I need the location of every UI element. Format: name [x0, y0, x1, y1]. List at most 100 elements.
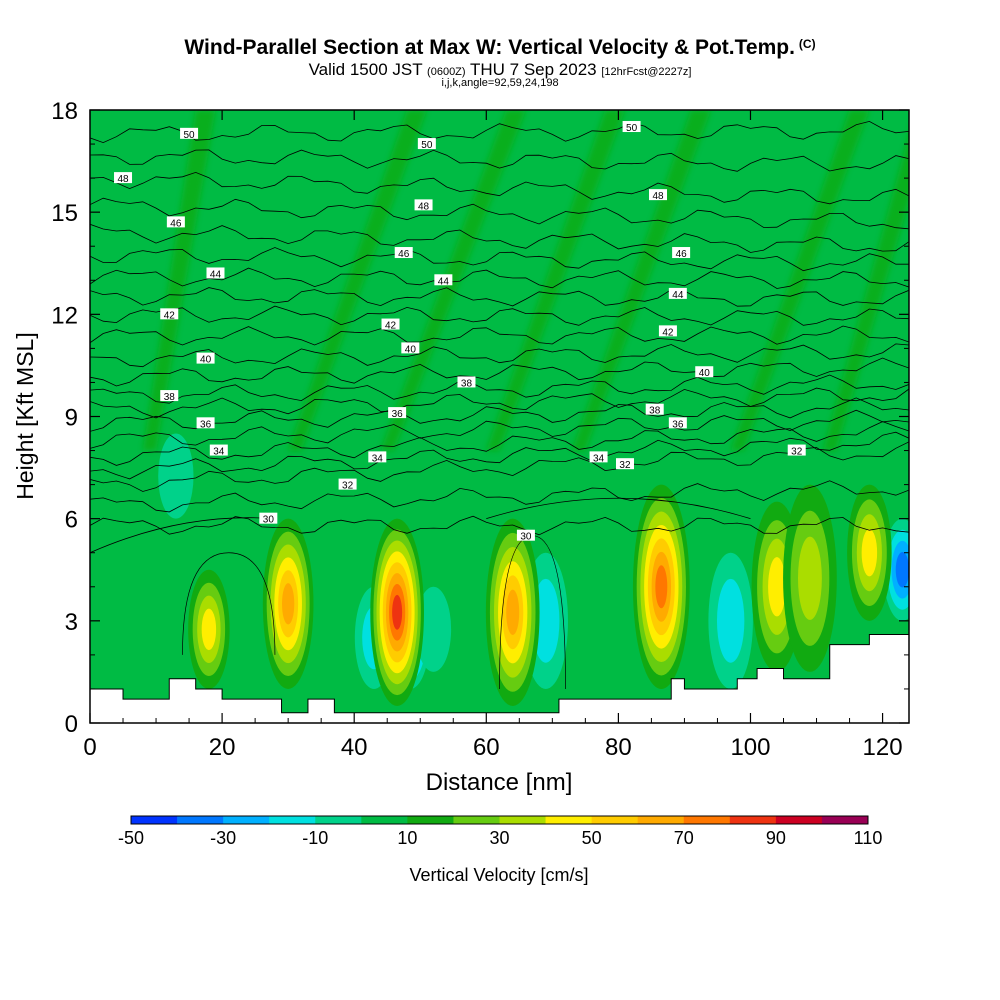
colorbar-tick-label: 110: [854, 828, 883, 848]
theta-label: 44: [206, 267, 225, 280]
updraft-streak: [486, 110, 625, 451]
theta-isoline: [90, 409, 909, 449]
colorbar-frame: [130, 815, 869, 825]
downdraft-core: [415, 586, 452, 672]
colorbar-swatch: [453, 816, 500, 824]
theta-label: 46: [672, 247, 691, 260]
updraft-core: [188, 569, 230, 689]
theta-label-text: 30: [263, 515, 275, 526]
theta-label: 34: [209, 444, 228, 458]
theta-label: 36: [196, 417, 215, 430]
theta-label-text: 40: [200, 355, 212, 366]
valid-prefix: Valid 1500 JST: [308, 60, 423, 79]
theta-label: 32: [615, 458, 634, 471]
y-tick-label: 3: [65, 609, 78, 636]
theta-label-text: 46: [170, 218, 182, 229]
y-tick-label: 12: [51, 302, 78, 329]
valid-date: THU 7 Sep 2023: [470, 60, 597, 79]
theta-label: 50: [180, 127, 199, 141]
theta-isoline: [90, 171, 909, 205]
colorbar: -50 -30 -10 10 30 50 70 90 110: [118, 815, 883, 848]
theta-label: 48: [649, 189, 668, 202]
theta-label-text: 50: [626, 123, 638, 134]
colorbar-swatch: [131, 816, 178, 824]
theta-label: 46: [166, 216, 185, 229]
updraft-core: [632, 484, 690, 689]
theta-label: 44: [668, 287, 687, 301]
theta-isoline: [90, 305, 909, 326]
theta-isoline: [90, 441, 909, 492]
theta-isoline: [90, 325, 909, 346]
theta-label: 36: [388, 407, 407, 420]
updraft-streak: [288, 110, 427, 451]
theta-label: 42: [658, 325, 677, 338]
theta-label: 34: [368, 451, 387, 464]
chart-title: Wind-Parallel Section at Max W: Vertical…: [0, 36, 1000, 60]
theta-label: 48: [414, 199, 433, 212]
theta-isoline: [90, 247, 909, 272]
theta-label: 50: [417, 138, 436, 151]
theta-label: 30: [259, 512, 278, 526]
x-axis-label: Distance [nm]: [426, 769, 573, 796]
theta-isoline: [90, 397, 909, 432]
colorbar-swatch: [545, 816, 593, 824]
theta-isoline: [182, 552, 276, 655]
theta-label-text: 32: [619, 460, 631, 471]
downdraft-core: [158, 433, 194, 519]
theta-isoline: [90, 374, 909, 404]
y-tick-label: 6: [65, 507, 78, 534]
theta-isoline: [90, 480, 909, 513]
colorbar-swatch: [591, 816, 639, 824]
theta-label: 44: [434, 274, 453, 287]
theta-label-text: 48: [117, 174, 129, 185]
theta-label-text: 46: [398, 249, 410, 260]
theta-label-text: 38: [164, 392, 176, 403]
y-tick-label: 0: [65, 711, 78, 738]
colorbar-swatch: [177, 816, 224, 824]
theta-label: 36: [668, 417, 687, 430]
theta-label: 32: [787, 444, 806, 458]
x-tick-label: 120: [863, 734, 903, 761]
valid-z: (0600Z): [427, 66, 466, 78]
forecast-tag: [12hrFcst@2227z]: [601, 66, 692, 78]
y-tick-label: 18: [51, 98, 78, 125]
colorbar-swatch: [315, 816, 362, 824]
theta-label: 40: [695, 366, 714, 379]
theta-label: 42: [160, 308, 179, 321]
colorbar-swatch: [269, 816, 316, 824]
theta-isoline: [90, 267, 909, 289]
colorbar-tick-label: 30: [489, 828, 509, 848]
colorbar-swatch: [223, 816, 270, 824]
theta-label-text: 46: [676, 249, 688, 260]
theta-isoline: [90, 517, 275, 554]
colorbar-swatch: [499, 816, 547, 824]
theta-label: 38: [160, 390, 179, 403]
theta-label-text: 42: [164, 310, 176, 321]
colorbar-tick-label: 90: [766, 828, 786, 848]
x-tick-label: 0: [83, 734, 96, 761]
theta-label-text: 36: [200, 419, 212, 430]
theta-isoline: [90, 287, 909, 307]
copyright-mark: (C): [798, 37, 816, 51]
theta-label: 40: [401, 342, 420, 355]
updraft-core: [847, 484, 892, 621]
theta-label-text: 48: [418, 201, 430, 212]
chart-indices: i,j,k,angle=92,59,24,198: [441, 77, 559, 89]
y-axis-label: Height [Kft MSL]: [12, 332, 38, 499]
theta-label-text: 36: [672, 419, 684, 430]
updraft-core: [262, 518, 314, 689]
y-tick-label: 9: [65, 405, 78, 432]
theta-label-text: 38: [649, 406, 661, 417]
theta-label-text: 38: [461, 378, 473, 389]
downdraft-core: [708, 552, 753, 689]
colorbar-tick-label: -30: [210, 828, 236, 848]
theta-label: 38: [645, 403, 664, 417]
updraft-streak: [142, 110, 216, 451]
updraft-core: [370, 518, 424, 706]
theta-contours: [90, 120, 909, 689]
colorbar-tick-label: 50: [582, 828, 602, 848]
updraft-streak: [572, 110, 711, 451]
theta-isoline: [90, 197, 909, 230]
theta-label-text: 44: [672, 290, 684, 301]
